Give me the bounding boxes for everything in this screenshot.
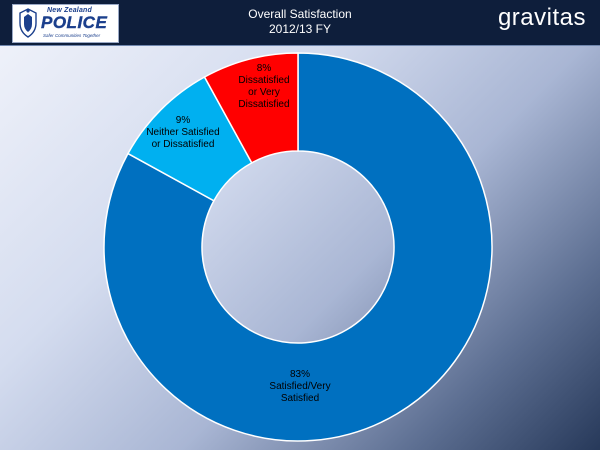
- police-crest-icon: [19, 8, 37, 38]
- chart-title: Overall Satisfaction: [248, 7, 352, 21]
- logo-motto: Safer Communities Together: [43, 33, 101, 38]
- chart-subtitle: 2012/13 FY: [268, 22, 332, 36]
- donut-slices: [103, 52, 493, 442]
- chart-title-block: Overall Satisfaction 2012/13 FY: [180, 7, 420, 37]
- donut-slice-2: [203, 52, 299, 164]
- slice-label-1: 9% Neither Satisfied or Dissatisfied: [146, 115, 219, 150]
- donut-slice-0: [103, 52, 493, 442]
- logo-wordmark: POLICE: [41, 13, 108, 32]
- police-logo: New Zealand POLICE Safer Communities Tog…: [12, 4, 119, 43]
- header-bar: New Zealand POLICE Safer Communities Tog…: [0, 0, 600, 46]
- donut-labels: 83% Satisfied/Very Satisfied 9% Neither Sati…: [146, 63, 330, 404]
- slice-label-0: 83% Satisfied/Very Satisfied: [269, 369, 330, 404]
- slice-label-2: 8% Dissatisfied or Very Dissatisfied: [238, 63, 289, 110]
- brand-logo: gravitas: [497, 4, 586, 31]
- logo-country-text: New Zealand: [47, 7, 92, 14]
